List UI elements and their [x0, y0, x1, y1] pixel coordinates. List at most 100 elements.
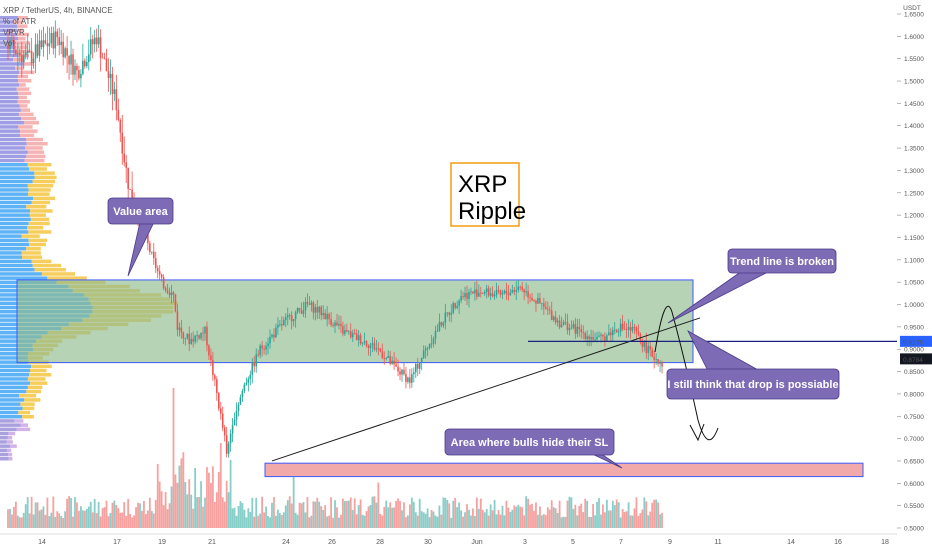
- vp-row-buy: [0, 247, 27, 251]
- vp-row-buy: [0, 352, 29, 356]
- volume-bar: [513, 505, 516, 528]
- callout-trend-line-box[interactable]: [727, 248, 837, 274]
- volume-bar: [647, 515, 650, 528]
- volume-bar: [156, 463, 159, 528]
- candle-body: [474, 289, 476, 294]
- volume-bar: [237, 506, 240, 528]
- volume-bar: [115, 505, 118, 528]
- volume-bar: [399, 500, 401, 528]
- candle-body: [198, 335, 200, 339]
- volume-bar: [615, 499, 618, 528]
- vp-row-buy: [0, 238, 29, 243]
- candle-body: [623, 329, 626, 330]
- candle-body: [340, 323, 342, 327]
- vp-row-buy: [0, 259, 32, 264]
- volume-bar: [121, 512, 124, 528]
- vp-row-sell: [18, 112, 34, 117]
- volume-bar: [284, 505, 287, 528]
- vp-row-buy: [0, 272, 42, 276]
- volume-bar: [434, 515, 437, 528]
- candle-body: [200, 332, 202, 339]
- indicator-vpvr[interactable]: VPVR: [3, 28, 25, 37]
- volume-bar: [235, 515, 238, 528]
- vp-row-sell: [21, 116, 37, 121]
- candle-body: [279, 324, 281, 325]
- candle-body: [7, 45, 9, 50]
- volume-bar: [9, 508, 11, 528]
- vp-row-sell: [30, 368, 47, 373]
- candle-body: [300, 310, 303, 314]
- volume-bar: [300, 503, 303, 528]
- candle-body: [564, 321, 567, 323]
- volume-bar: [178, 465, 181, 528]
- indicator-vol[interactable]: Vol: [3, 39, 15, 48]
- symbol-header[interactable]: XRP / TetherUS, 4h, BINANCE: [3, 6, 113, 15]
- vp-row-sell: [47, 276, 87, 280]
- volume-bar: [314, 501, 317, 528]
- volume-bar: [97, 501, 100, 528]
- candle-body: [22, 55, 25, 63]
- candle-body: [647, 346, 650, 354]
- volume-bar: [393, 507, 396, 528]
- candle-body: [598, 335, 600, 337]
- volume-bar: [79, 506, 82, 528]
- volume-bar: [150, 511, 153, 528]
- vp-row-sell: [28, 192, 50, 196]
- candle-body: [62, 41, 64, 58]
- candle-body: [269, 336, 271, 344]
- volume-bar: [143, 501, 145, 528]
- vp-row-buy: [0, 213, 30, 217]
- volume-bar: [318, 501, 321, 528]
- candle-body: [631, 327, 634, 331]
- candle-body: [281, 324, 283, 326]
- bulls-sl-zone[interactable]: [264, 462, 864, 478]
- candle-body: [401, 369, 403, 375]
- volume-bar: [655, 499, 658, 528]
- volume-bar: [328, 515, 331, 528]
- volume-bar: [428, 517, 431, 528]
- vp-row-buy: [0, 175, 35, 180]
- candle-body: [541, 303, 543, 305]
- vp-row-sell: [18, 79, 32, 83]
- candle-body: [637, 331, 640, 334]
- volume-bar: [452, 500, 455, 528]
- volume-bar: [135, 507, 137, 528]
- candle-body: [13, 40, 15, 50]
- volume-bar: [367, 506, 370, 528]
- vp-row-buy: [0, 402, 21, 406]
- volume-bar: [472, 508, 474, 528]
- candle-body: [543, 303, 545, 307]
- candle-body: [194, 335, 196, 342]
- vp-row-sell: [7, 436, 13, 440]
- volume-bar: [176, 482, 179, 528]
- candle-body: [558, 320, 561, 328]
- value-area-zone[interactable]: [16, 279, 694, 364]
- candle-body: [245, 382, 248, 385]
- volume-bar: [607, 510, 610, 528]
- candle-body: [365, 341, 368, 346]
- candle-body: [554, 316, 557, 323]
- callout-drop-box[interactable]: [666, 368, 840, 400]
- volume-bar: [619, 517, 622, 528]
- volume-bar: [30, 496, 33, 528]
- candle-body: [202, 332, 204, 334]
- vp-row-sell: [6, 440, 13, 444]
- candle-body: [38, 40, 41, 56]
- indicator-atr[interactable]: % of ATR: [3, 17, 37, 26]
- vp-row-buy: [0, 137, 27, 142]
- volume-bar: [466, 504, 468, 528]
- volume-bar: [353, 498, 356, 528]
- price-tick-label: 1.5000: [904, 79, 924, 86]
- volume-bar: [564, 516, 567, 528]
- vp-row-buy: [0, 343, 33, 348]
- level-price-tag: [900, 335, 932, 347]
- callout-bulls-sl-box[interactable]: [444, 428, 615, 456]
- volume-bar: [605, 499, 608, 528]
- title-box[interactable]: [450, 162, 520, 227]
- callout-value-area-box[interactable]: [107, 197, 174, 225]
- volume-bar: [550, 500, 553, 528]
- candle-body: [470, 291, 472, 293]
- volume-bar: [361, 514, 364, 528]
- vp-row-sell: [24, 158, 45, 163]
